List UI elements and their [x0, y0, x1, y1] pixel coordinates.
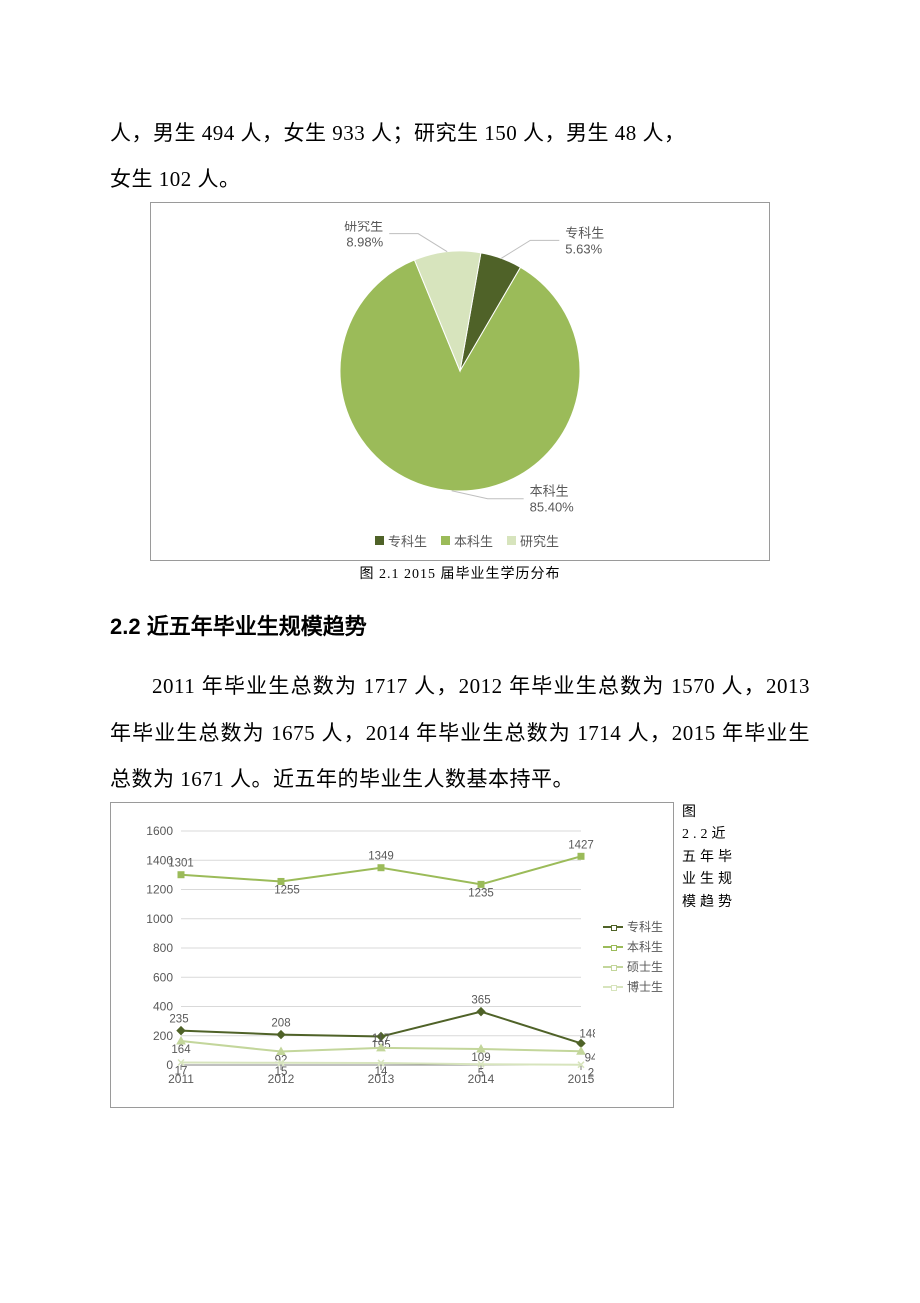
y-tick-label: 600 [153, 970, 173, 984]
data-label: 164 [171, 1044, 191, 1056]
data-label: 1349 [368, 851, 394, 863]
pie-legend-label: 研究生 [520, 534, 559, 549]
pie-legend-label: 本科生 [454, 534, 493, 549]
data-marker [578, 853, 584, 859]
pie-legend-swatch [441, 536, 450, 545]
pie-pct-1: 85.40% [530, 500, 575, 515]
data-label: 109 [471, 1052, 490, 1064]
line-legend-label: 博士生 [627, 978, 663, 995]
line-legend: 专科生本科生硕士生博士生 [603, 915, 663, 998]
pie-legend: 专科生 本科生 研究生 [161, 531, 759, 550]
pie-chart: 专科生5.63% 本科生85.40% 研究生8.98% [180, 221, 740, 521]
intro-line-2: 女生 102 人。 [110, 156, 810, 202]
pie-pct-0: 5.63% [565, 242, 602, 257]
data-label: 208 [271, 1018, 290, 1030]
y-tick-label: 1000 [146, 912, 173, 926]
data-label: 14 [375, 1066, 388, 1078]
data-label: 1301 [168, 858, 194, 870]
pie-caption: 图 2.1 2015 届毕业生学历分布 [110, 563, 810, 583]
data-label: 1255 [274, 884, 300, 896]
data-label: 2 [588, 1068, 594, 1080]
data-marker [577, 1039, 585, 1047]
data-marker [477, 1008, 485, 1016]
line-caption: 图 2.2近五年毕业生规模趋势 [682, 802, 736, 914]
data-marker [177, 1027, 185, 1035]
pie-label-2: 研究生 [344, 221, 383, 234]
pie-legend-swatch [375, 536, 384, 545]
data-label: 148 [579, 1028, 595, 1040]
line-legend-swatch [603, 966, 623, 968]
line-legend-label: 专科生 [627, 918, 663, 935]
y-tick-label: 0 [166, 1058, 173, 1072]
data-label: 5 [478, 1067, 484, 1079]
pie-legend-swatch [507, 536, 516, 545]
pie-legend-label: 专科生 [388, 534, 427, 549]
line-legend-item: 博士生 [603, 978, 663, 995]
y-tick-label: 200 [153, 1029, 173, 1043]
line-legend-swatch [603, 926, 623, 928]
pie-label-0: 专科生 [565, 226, 604, 241]
line-chart-container: 0200400600800100012001400160020112012201… [110, 802, 674, 1108]
line-legend-label: 本科生 [627, 938, 663, 955]
pie-pct-2: 8.98% [346, 235, 383, 250]
data-label: 94 [585, 1052, 595, 1064]
data-label: 117 [372, 1033, 390, 1045]
data-label: 1427 [568, 839, 594, 851]
data-label: 15 [275, 1066, 288, 1078]
data-marker [178, 872, 184, 878]
data-label: 235 [169, 1014, 188, 1026]
pie-label-1: 本科生 [530, 484, 569, 499]
section-heading-2-2: 2.2 近五年毕业生规模趋势 [110, 609, 810, 641]
y-tick-label: 400 [153, 999, 173, 1013]
line-legend-swatch [603, 946, 623, 948]
y-tick-label: 1200 [146, 882, 173, 896]
data-label: 1235 [468, 887, 494, 899]
data-marker [277, 1031, 285, 1039]
trend-paragraph: 2011 年毕业生总数为 1717 人，2012 年毕业生总数为 1570 人，… [110, 663, 810, 802]
data-marker [378, 865, 384, 871]
pie-chart-container: 专科生5.63%本科生85.40%研究生8.98% 专科生本科生研究生 [150, 202, 770, 561]
line-legend-item: 专科生 [603, 918, 663, 935]
intro-line-1: 人，男生 494 人，女生 933 人；研究生 150 人，男生 48 人， [110, 110, 810, 156]
y-tick-label: 1600 [146, 824, 173, 838]
line-legend-label: 硕士生 [627, 958, 663, 975]
y-tick-label: 800 [153, 941, 173, 955]
line-legend-item: 硕士生 [603, 958, 663, 975]
data-label: 365 [471, 995, 490, 1007]
line-chart: 0200400600800100012001400160020112012201… [121, 817, 595, 1097]
data-label: 92 [275, 1054, 288, 1066]
line-legend-item: 本科生 [603, 938, 663, 955]
data-label: 17 [175, 1065, 188, 1077]
line-legend-swatch [603, 986, 623, 988]
